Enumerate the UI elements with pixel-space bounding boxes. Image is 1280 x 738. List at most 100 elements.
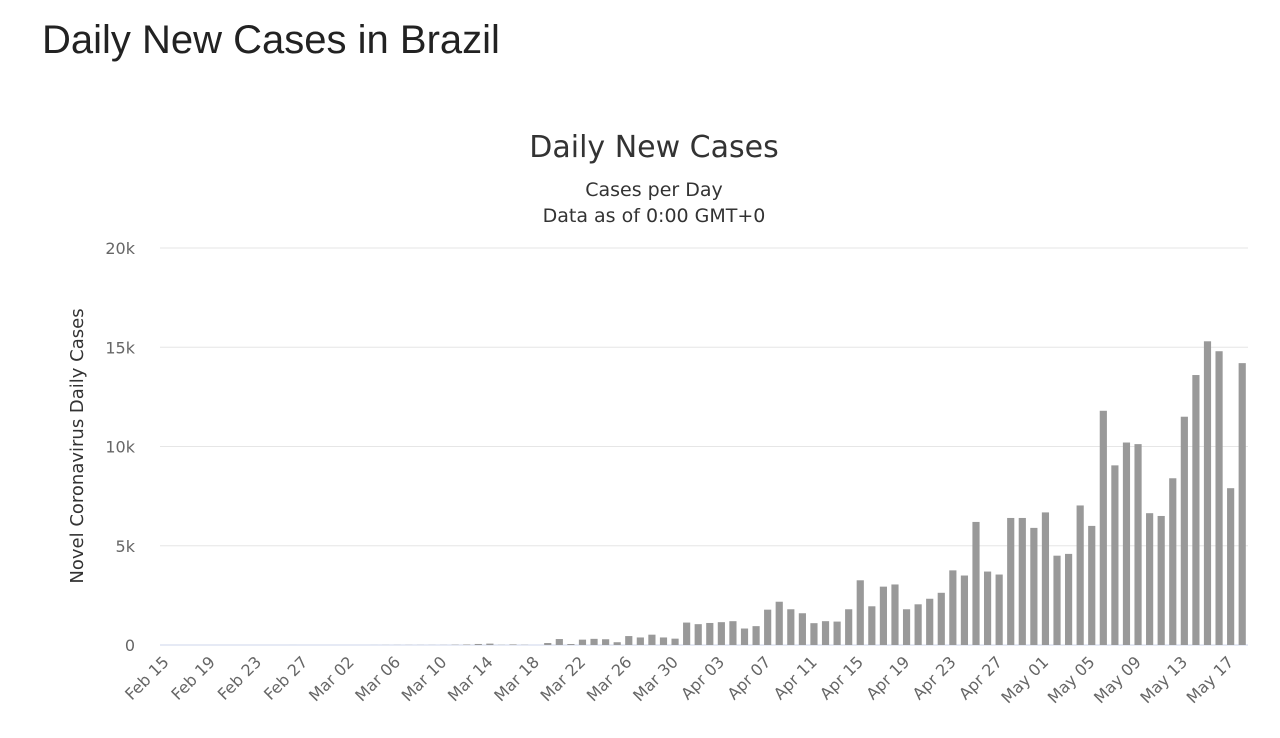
bar — [902, 609, 911, 645]
y-tick-label: 15k — [105, 338, 135, 357]
y-axis-ticks: 0 5k 10k 15k 20k — [105, 239, 135, 655]
x-tick-label: Feb 23 — [214, 652, 265, 703]
bar — [1065, 553, 1073, 645]
x-tick-label: May 01 — [997, 652, 1052, 707]
bar — [983, 571, 992, 645]
x-tick-label: Apr 15 — [816, 652, 867, 703]
bar — [856, 580, 864, 645]
bar — [602, 639, 610, 645]
bar — [764, 609, 772, 645]
x-tick-label: Mar 10 — [398, 652, 451, 705]
bar — [1227, 488, 1235, 645]
x-tick-label: Mar 22 — [537, 652, 590, 705]
x-tick-label: Apr 11 — [770, 652, 821, 703]
bar — [960, 575, 969, 645]
bar — [1099, 410, 1107, 645]
x-tick-label: Apr 19 — [862, 652, 913, 703]
x-tick-label: May 09 — [1090, 652, 1145, 707]
bar — [486, 643, 494, 645]
y-axis-label: Novel Coronavirus Daily Cases — [67, 308, 88, 583]
bar — [1169, 478, 1177, 645]
y-tick-label: 5k — [116, 537, 136, 556]
chart-subtitle-date: Data as of 0:00 GMT+0 — [543, 205, 766, 227]
y-tick-label: 10k — [105, 438, 135, 457]
x-tick-label: Mar 02 — [305, 652, 358, 705]
bar — [729, 621, 737, 645]
bar — [648, 634, 656, 645]
bar — [914, 604, 922, 645]
x-tick-label: Feb 19 — [167, 652, 218, 703]
x-tick-label: Apr 23 — [909, 652, 960, 703]
bar — [659, 637, 668, 645]
bar — [821, 621, 830, 645]
bar — [1134, 444, 1142, 645]
bar — [926, 598, 934, 645]
bar — [544, 643, 552, 645]
bar — [1111, 465, 1119, 645]
chart-title: Daily New Cases — [529, 130, 778, 165]
bar — [706, 622, 714, 645]
bar — [972, 521, 980, 645]
x-tick-label: Mar 26 — [583, 652, 636, 705]
bar — [891, 584, 899, 645]
bar — [1041, 512, 1050, 645]
bar — [1088, 525, 1096, 645]
bar — [1146, 513, 1154, 645]
x-tick-label: Mar 14 — [444, 652, 497, 705]
x-tick-label: May 17 — [1183, 652, 1238, 707]
chart-subtitle: Cases per Day — [585, 179, 723, 201]
x-tick-label: May 13 — [1136, 652, 1191, 707]
grid-lines — [160, 247, 1248, 646]
bar — [1203, 341, 1212, 645]
bar — [949, 570, 957, 645]
bar — [590, 638, 598, 645]
bar — [1180, 416, 1188, 645]
x-tick-label: Apr 03 — [677, 652, 728, 703]
bar — [1018, 517, 1026, 645]
bar — [625, 636, 633, 645]
bar — [1157, 515, 1165, 645]
y-tick-label: 0 — [125, 636, 135, 655]
bar — [636, 637, 644, 645]
x-tick-label: Apr 07 — [723, 652, 774, 703]
x-tick-label: Mar 18 — [490, 652, 543, 705]
bar-series — [289, 341, 1246, 645]
x-tick-label: Feb 15 — [121, 652, 172, 703]
bar — [509, 644, 517, 645]
bar — [683, 622, 691, 645]
bar — [567, 644, 575, 645]
bar — [995, 574, 1003, 645]
bar — [787, 609, 795, 645]
bar — [671, 638, 679, 645]
bar — [810, 623, 818, 645]
bar — [694, 624, 702, 645]
bar — [555, 639, 563, 645]
bar — [717, 622, 725, 645]
bar — [868, 606, 876, 645]
bar — [1215, 351, 1223, 645]
bar — [1053, 555, 1061, 645]
bar — [775, 601, 783, 645]
bar — [1076, 505, 1084, 645]
bar — [613, 642, 621, 645]
y-tick-label: 20k — [105, 239, 135, 258]
bar — [752, 626, 760, 645]
bar — [1192, 375, 1200, 645]
bar — [474, 643, 482, 645]
bar — [1122, 442, 1131, 645]
bar — [798, 613, 806, 645]
bar — [1238, 363, 1246, 645]
x-tick-label: Feb 27 — [260, 652, 311, 703]
bar — [578, 639, 587, 645]
bar — [1030, 527, 1038, 645]
x-tick-label: Mar 30 — [629, 652, 682, 705]
page-title: Daily New Cases in Brazil — [42, 18, 500, 62]
bar — [937, 592, 945, 645]
bar — [833, 621, 841, 645]
bar — [845, 609, 853, 645]
x-tick-label: Mar 06 — [351, 652, 404, 705]
bar — [879, 586, 887, 645]
bar — [740, 628, 749, 645]
